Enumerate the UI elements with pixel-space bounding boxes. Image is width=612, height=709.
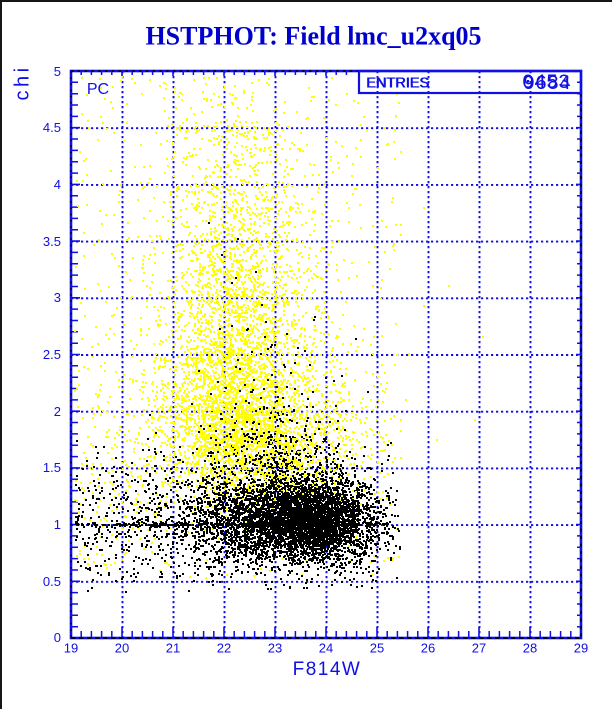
- svg-text:27: 27: [472, 641, 486, 656]
- svg-text:21: 21: [166, 641, 180, 656]
- svg-text:22: 22: [217, 641, 231, 656]
- svg-text:28: 28: [523, 641, 537, 656]
- svg-text:chi: chi: [12, 64, 34, 100]
- svg-text:3: 3: [54, 290, 61, 305]
- svg-text:ENTRIES: ENTRIES: [366, 76, 429, 92]
- svg-text:4.5: 4.5: [43, 120, 61, 135]
- svg-text:0.5: 0.5: [43, 574, 61, 589]
- svg-text:F814W: F814W: [293, 659, 362, 680]
- svg-text:3.5: 3.5: [43, 234, 61, 249]
- svg-text:PC: PC: [87, 81, 109, 98]
- svg-text:4: 4: [54, 177, 61, 192]
- svg-text:23: 23: [268, 641, 282, 656]
- svg-text:2.5: 2.5: [43, 347, 61, 362]
- svg-text:24: 24: [319, 641, 333, 656]
- svg-text:26: 26: [421, 641, 435, 656]
- svg-text:2: 2: [54, 404, 61, 419]
- svg-text:19: 19: [64, 641, 78, 656]
- svg-text:20: 20: [115, 641, 129, 656]
- svg-text:9684: 9684: [523, 73, 571, 96]
- svg-text:29: 29: [574, 641, 588, 656]
- svg-text:HSTPHOT: Field lmc_u2xq05: HSTPHOT: Field lmc_u2xq05: [145, 22, 481, 51]
- svg-text:0: 0: [54, 630, 61, 645]
- svg-text:5: 5: [54, 64, 61, 79]
- svg-text:25: 25: [370, 641, 384, 656]
- svg-text:0453: 0453: [522, 72, 570, 95]
- svg-text:1: 1: [54, 517, 61, 532]
- svg-text:1.5: 1.5: [43, 460, 61, 475]
- svg-text:ENTRIES: ENTRIES: [367, 76, 430, 92]
